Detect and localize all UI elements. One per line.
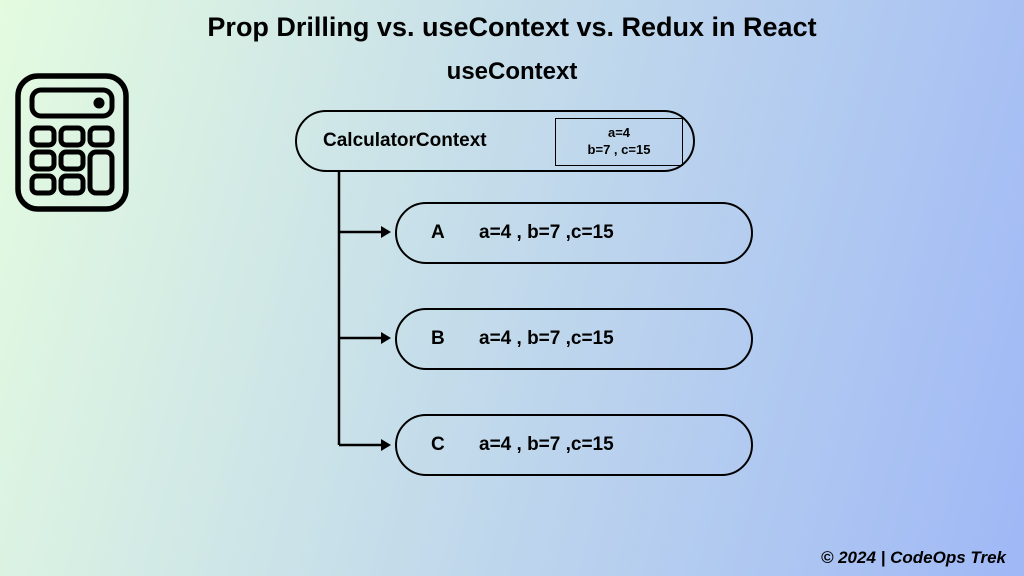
context-value-box: a=4 b=7 , c=15 [555,118,683,166]
context-root-node: CalculatorContext a=4 b=7 , c=15 [295,110,695,172]
child-node-values: a=4 , b=7 ,c=15 [479,222,614,244]
footer-credit: © 2024 | CodeOps Trek [821,548,1006,568]
diagram: CalculatorContext a=4 b=7 , c=15 Aa=4 , … [295,110,775,530]
child-node-values: a=4 , b=7 ,c=15 [479,328,614,350]
child-node-values: a=4 , b=7 ,c=15 [479,434,614,456]
calculator-icon [12,70,132,215]
child-node-b: Ba=4 , b=7 ,c=15 [395,308,753,370]
child-node-label: A [431,222,479,244]
context-root-label: CalculatorContext [323,130,487,152]
child-node-label: B [431,328,479,350]
page-title: Prop Drilling vs. useContext vs. Redux i… [0,12,1024,43]
context-value-line1: a=4 [608,125,630,142]
child-node-c: Ca=4 , b=7 ,c=15 [395,414,753,476]
context-value-line2: b=7 , c=15 [588,142,651,159]
child-node-a: Aa=4 , b=7 ,c=15 [395,202,753,264]
subtitle: useContext [0,58,1024,86]
child-node-label: C [431,434,479,456]
